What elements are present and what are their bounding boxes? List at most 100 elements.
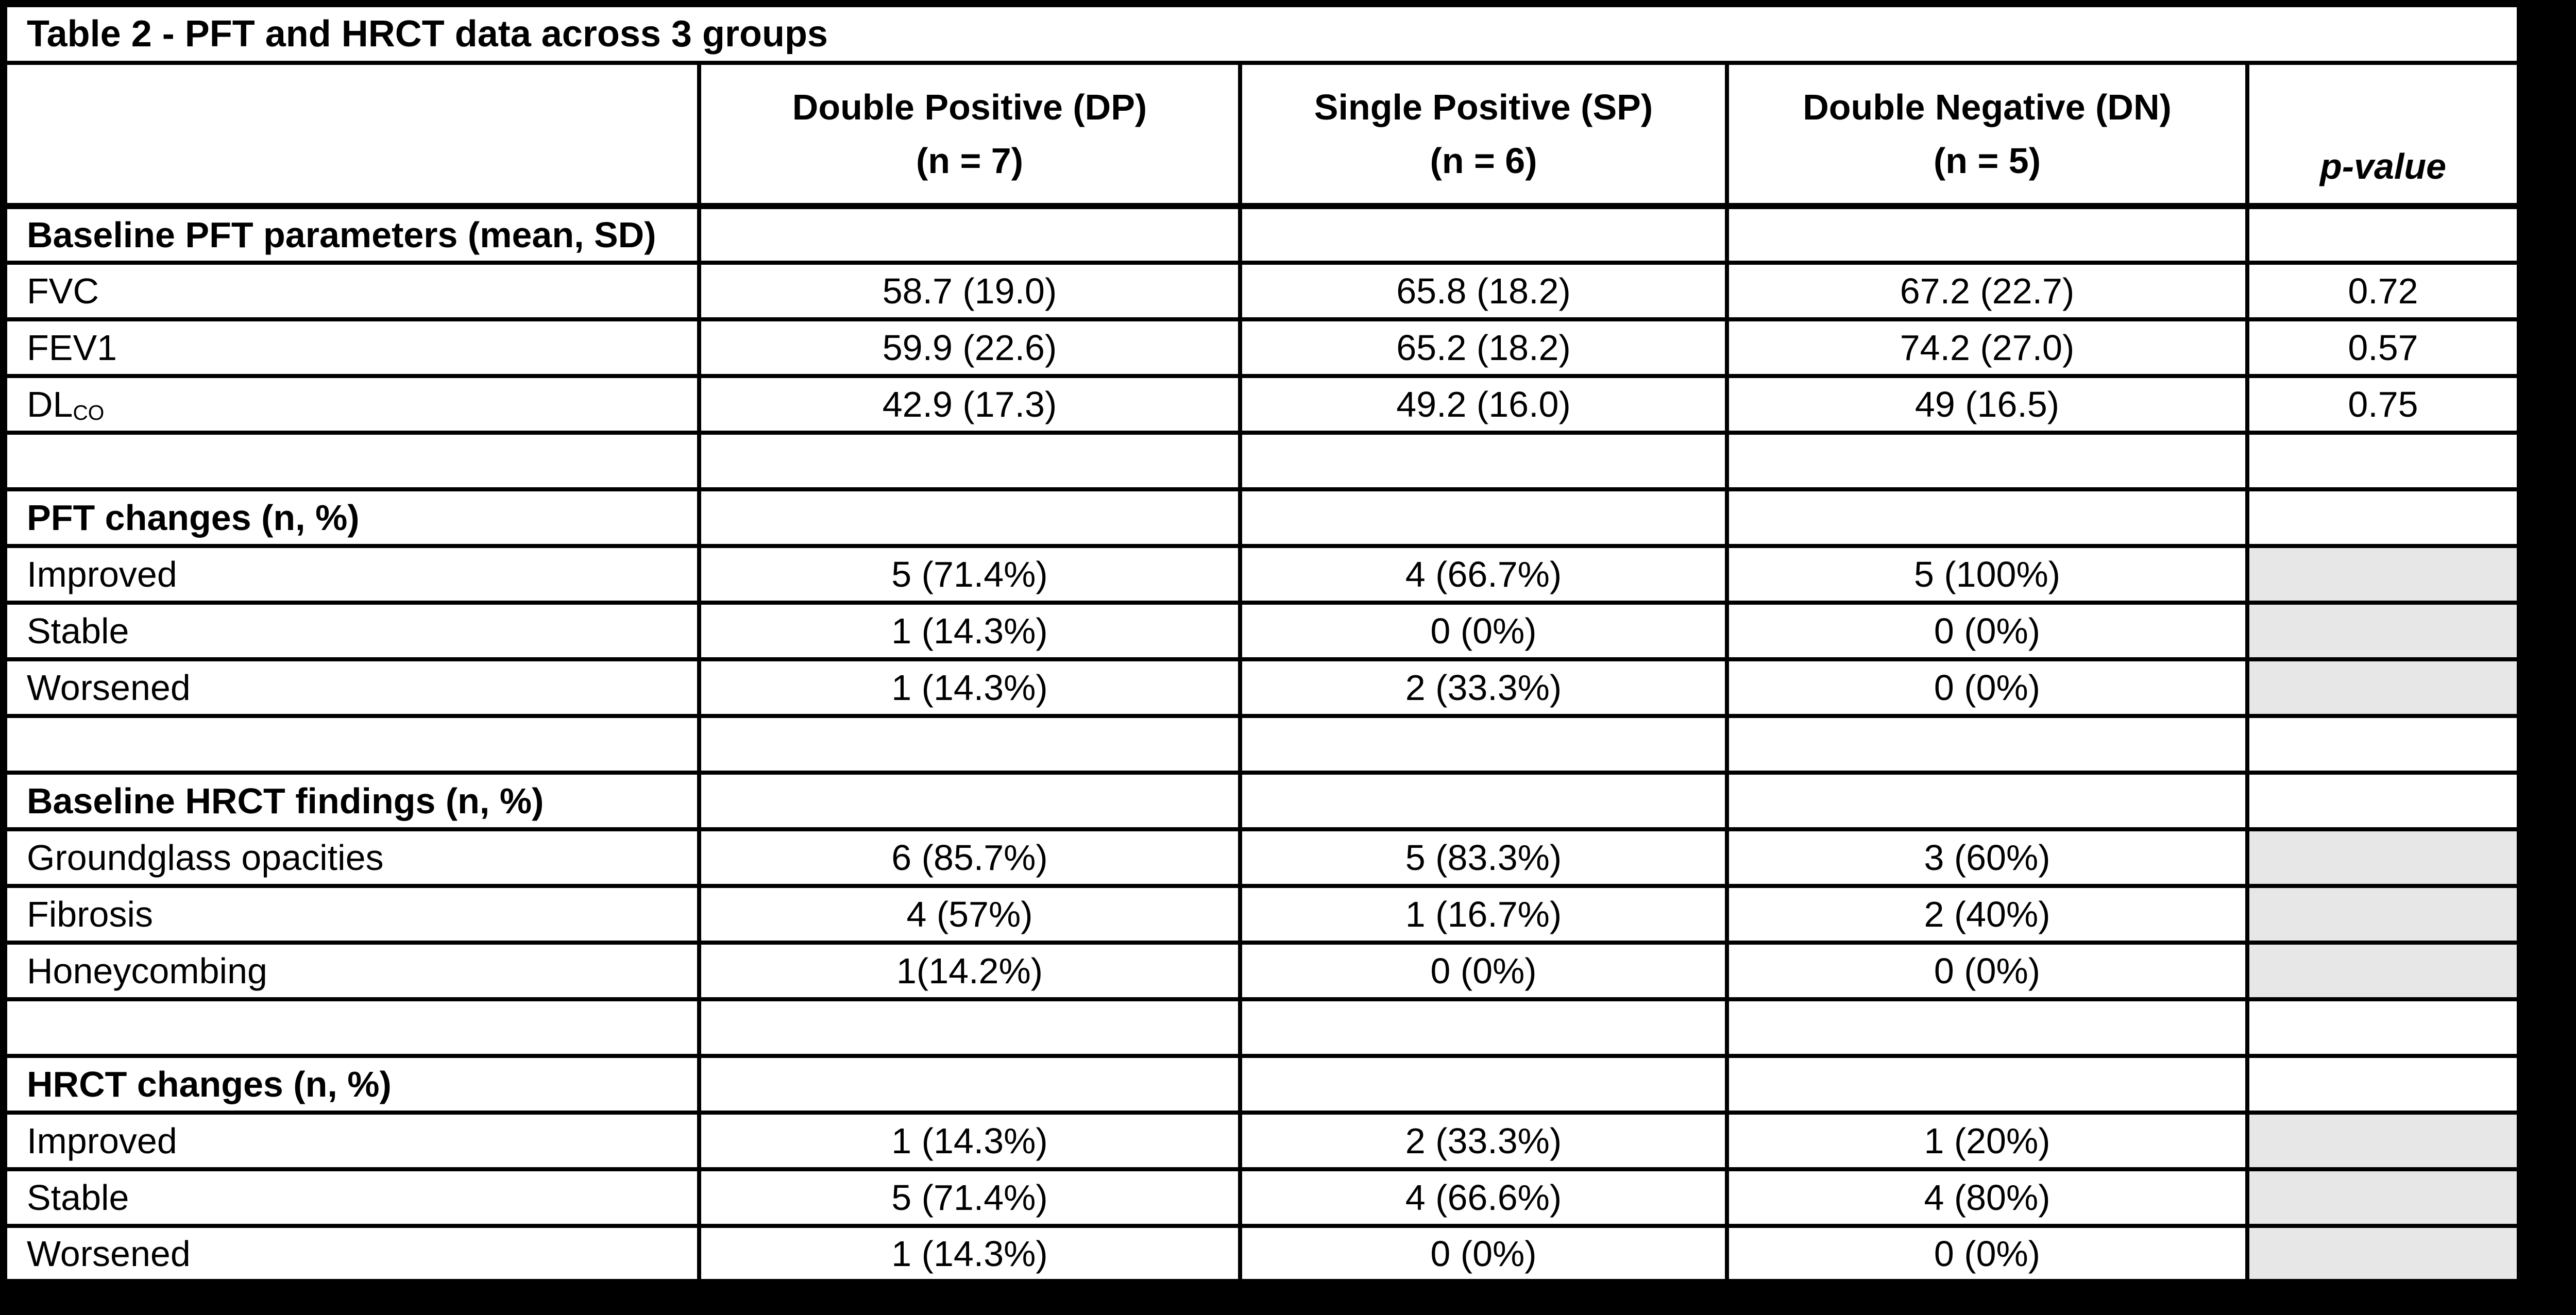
sp-value-cell: 2 (33.3%) xyxy=(1238,657,1729,718)
dn-value-cell xyxy=(1725,771,2249,831)
dp-value-cell: 1 (14.3%) xyxy=(697,657,1242,718)
table-row: Groundglass opacities 6 (85.7%) 5 (83.3%) 3… xyxy=(2,827,2523,888)
group-name: Single Positive (SP) xyxy=(1314,87,1653,127)
dn-value-cell: 67.2 (22.7) xyxy=(1725,261,2249,321)
row-label-subscript: CO xyxy=(73,400,105,424)
p-value-cell xyxy=(2245,544,2523,605)
row-label-cell xyxy=(2,997,701,1058)
dp-value-cell xyxy=(697,431,1242,491)
column-header-double-positive: Double Positive (DP) (n = 7) xyxy=(697,61,1242,209)
sp-value-cell: 1 (16.7%) xyxy=(1238,884,1729,945)
spacer-row xyxy=(2,714,2523,775)
row-label-cell xyxy=(2,714,701,775)
table-row: DLCO 42.9 (17.3) 49.2 (16.0) 49 (16.5) 0.75 xyxy=(2,374,2523,435)
group-name: Double Positive (DP) xyxy=(792,87,1147,127)
dp-value-cell xyxy=(697,997,1242,1058)
sp-value-cell: 2 (33.3%) xyxy=(1238,1111,1729,1171)
row-label-cell: Groundglass opacities xyxy=(2,827,701,888)
table-title-row: Table 2 - PFT and HRCT data across 3 gro… xyxy=(1,2,2523,65)
dn-value-cell: 1 (20%) xyxy=(1725,1111,2249,1171)
table-row: Stable 5 (71.4%) 4 (66.6%) 4 (80%) xyxy=(2,1167,2523,1228)
row-label-cell: Stable xyxy=(2,601,701,661)
table-row: FVC 58.7 (19.0) 65.8 (18.2) 67.2 (22.7) 0.72 xyxy=(2,261,2523,321)
dp-value-cell: 1 (14.3%) xyxy=(697,601,1242,661)
dp-value-cell: 6 (85.7%) xyxy=(697,827,1242,888)
dn-value-cell: 2 (40%) xyxy=(1725,884,2249,945)
row-label-cell: Worsened xyxy=(2,1224,701,1285)
row-label-cell: Baseline HRCT findings (n, %) xyxy=(2,771,701,831)
p-value-cell xyxy=(2245,601,2523,661)
sp-value-cell xyxy=(1238,487,1729,548)
column-header-row: Double Positive (DP) (n = 7) Single Posi… xyxy=(2,61,2523,209)
table-row: Improved 5 (71.4%) 4 (66.7%) 5 (100%) xyxy=(2,544,2523,605)
row-label-cell: Stable xyxy=(2,1167,701,1228)
p-value-cell: 0.75 xyxy=(2245,374,2523,435)
dp-value-cell: 4 (57%) xyxy=(697,884,1242,945)
sp-value-cell: 4 (66.7%) xyxy=(1238,544,1729,605)
dp-value-cell: 5 (71.4%) xyxy=(697,1167,1242,1228)
section-header-row: PFT changes (n, %) xyxy=(2,487,2523,548)
section-header-row: Baseline HRCT findings (n, %) xyxy=(2,771,2523,831)
table-row: Honeycombing 1(14.2%) 0 (0%) 0 (0%) xyxy=(2,941,2523,1001)
dp-value-cell xyxy=(697,714,1242,775)
sp-value-cell xyxy=(1238,1054,1729,1115)
dp-value-cell: 1 (14.3%) xyxy=(697,1224,1242,1285)
sp-value-cell xyxy=(1238,204,1729,265)
dn-value-cell xyxy=(1725,997,2249,1058)
column-header-p-value: p-value xyxy=(2245,61,2523,209)
sp-value-cell: 0 (0%) xyxy=(1238,601,1729,661)
p-value-cell xyxy=(2245,487,2523,548)
group-n: (n = 7) xyxy=(916,141,1024,181)
row-label-cell: Worsened xyxy=(2,657,701,718)
dn-value-cell xyxy=(1725,431,2249,491)
table-row: Worsened 1 (14.3%) 2 (33.3%) 0 (0%) xyxy=(2,657,2523,718)
table-row: FEV1 59.9 (22.6) 65.2 (18.2) 74.2 (27.0) 0.5… xyxy=(2,317,2523,378)
dn-value-cell: 0 (0%) xyxy=(1725,657,2249,718)
sp-value-cell: 65.2 (18.2) xyxy=(1238,317,1729,378)
sp-value-cell xyxy=(1238,714,1729,775)
dp-value-cell: 58.7 (19.0) xyxy=(697,261,1242,321)
sp-value-cell xyxy=(1238,771,1729,831)
p-value-cell xyxy=(2245,884,2523,945)
row-label-cell: FEV1 xyxy=(2,317,701,378)
dp-value-cell xyxy=(697,487,1242,548)
dp-value-cell xyxy=(697,771,1242,831)
spacer-row xyxy=(2,997,2523,1058)
data-table-container: Table 2 - PFT and HRCT data across 3 gro… xyxy=(0,0,2524,1286)
dp-value-cell: 1(14.2%) xyxy=(697,941,1242,1001)
row-label-cell: Improved xyxy=(2,544,701,605)
column-header-double-negative: Double Negative (DN) (n = 5) xyxy=(1725,61,2249,209)
p-value-cell xyxy=(2245,1111,2523,1171)
p-value-cell xyxy=(2245,1167,2523,1228)
row-label-cell: FVC xyxy=(2,261,701,321)
group-n: (n = 5) xyxy=(1933,141,2041,181)
sp-value-cell: 0 (0%) xyxy=(1238,941,1729,1001)
table-row: Worsened 1 (14.3%) 0 (0%) 0 (0%) xyxy=(2,1224,2523,1285)
row-label-cell xyxy=(2,431,701,491)
section-header-row: HRCT changes (n, %) xyxy=(2,1054,2523,1115)
p-value-cell xyxy=(2245,941,2523,1001)
sp-value-cell: 4 (66.6%) xyxy=(1238,1167,1729,1228)
section-header-row: Baseline PFT parameters (mean, SD) xyxy=(2,204,2523,265)
dp-value-cell: 59.9 (22.6) xyxy=(697,317,1242,378)
table-title: Table 2 - PFT and HRCT data across 3 gro… xyxy=(1,2,2523,65)
p-value-cell xyxy=(2245,771,2523,831)
dn-value-cell: 49 (16.5) xyxy=(1725,374,2249,435)
sp-value-cell: 65.8 (18.2) xyxy=(1238,261,1729,321)
dn-value-cell xyxy=(1725,1054,2249,1115)
dp-value-cell xyxy=(697,204,1242,265)
dn-value-cell xyxy=(1725,714,2249,775)
group-n: (n = 6) xyxy=(1430,141,1537,181)
dp-value-cell: 42.9 (17.3) xyxy=(697,374,1242,435)
row-label-cell: DLCO xyxy=(2,374,701,435)
table-row: Improved 1 (14.3%) 2 (33.3%) 1 (20%) xyxy=(2,1111,2523,1171)
dn-value-cell: 5 (100%) xyxy=(1725,544,2249,605)
row-label-cell: PFT changes (n, %) xyxy=(2,487,701,548)
sp-value-cell: 5 (83.3%) xyxy=(1238,827,1729,888)
p-value-cell xyxy=(2245,997,2523,1058)
dn-value-cell: 0 (0%) xyxy=(1725,601,2249,661)
row-label-cell: HRCT changes (n, %) xyxy=(2,1054,701,1115)
dn-value-cell: 74.2 (27.0) xyxy=(1725,317,2249,378)
dp-value-cell xyxy=(697,1054,1242,1115)
